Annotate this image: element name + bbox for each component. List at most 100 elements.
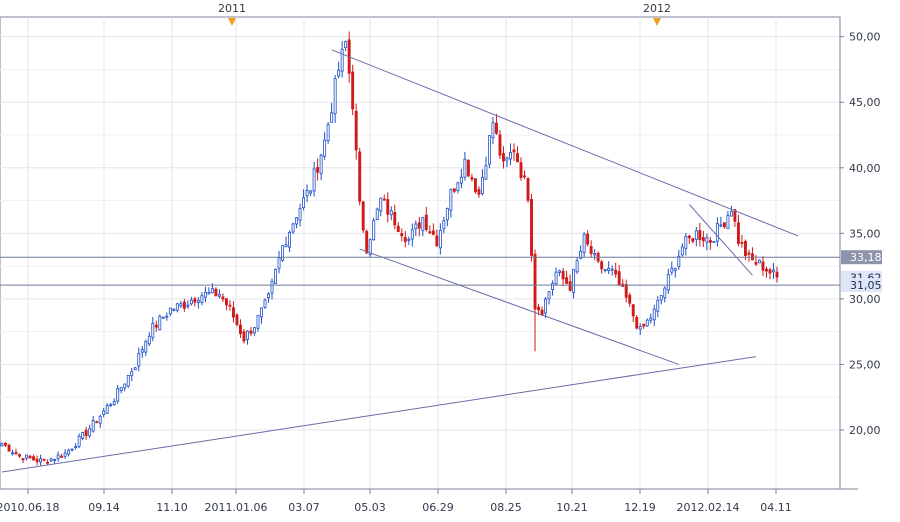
candle-body bbox=[217, 293, 221, 297]
candle-body bbox=[431, 230, 435, 235]
candle-body bbox=[610, 268, 614, 271]
candle-body bbox=[698, 230, 702, 240]
candle-body bbox=[221, 296, 225, 300]
candle-body bbox=[466, 159, 470, 177]
candle-body bbox=[445, 208, 449, 221]
candle-body bbox=[32, 456, 36, 461]
candle-body bbox=[680, 246, 684, 256]
price-tag bbox=[841, 250, 882, 265]
candle-body bbox=[281, 245, 284, 261]
candle-body bbox=[554, 271, 558, 285]
candles bbox=[0, 31, 779, 466]
candle-body bbox=[579, 250, 583, 259]
candle-body bbox=[316, 167, 320, 173]
candle-body bbox=[4, 442, 7, 446]
candle-body bbox=[722, 222, 726, 228]
candle-body bbox=[477, 189, 481, 195]
year-marker-icon bbox=[653, 18, 661, 26]
candle-body bbox=[88, 428, 92, 437]
candle-body bbox=[337, 69, 341, 77]
candle-body bbox=[302, 197, 306, 209]
candle-body bbox=[740, 241, 744, 244]
candle-body bbox=[438, 230, 442, 249]
candle-body bbox=[154, 324, 158, 328]
x-tick-label: 04.11 bbox=[760, 501, 792, 514]
plot-background bbox=[0, 16, 841, 490]
candle-body bbox=[768, 269, 772, 274]
candle-body bbox=[459, 176, 463, 184]
candle-body bbox=[14, 452, 18, 455]
candle-body bbox=[323, 139, 327, 157]
candle-body bbox=[165, 315, 169, 318]
candle-body bbox=[509, 152, 512, 160]
candle-body bbox=[607, 268, 611, 272]
candle-body bbox=[403, 237, 407, 242]
candle-body bbox=[701, 237, 705, 242]
y-axis: 20,00 25,00 30,00 35,00 40,00 45,00 50,00 bbox=[839, 17, 881, 489]
candle-body bbox=[666, 274, 670, 291]
candle-body bbox=[495, 122, 498, 134]
candle-body bbox=[344, 41, 348, 48]
candle-body bbox=[442, 220, 446, 230]
candle-body bbox=[628, 294, 632, 304]
candle-body bbox=[586, 233, 590, 245]
y-tick-label: 50,00 bbox=[849, 31, 881, 44]
candle-body bbox=[28, 455, 32, 459]
candle-body bbox=[379, 197, 383, 212]
candle-body bbox=[631, 304, 635, 317]
candle-body bbox=[565, 277, 569, 284]
candle-body bbox=[274, 269, 277, 284]
candle-body bbox=[312, 168, 316, 192]
candle-body bbox=[473, 178, 477, 193]
candle-body bbox=[112, 401, 116, 405]
candle-body bbox=[116, 388, 120, 402]
y-tick-label: 25,00 bbox=[849, 358, 881, 371]
candle-body bbox=[53, 458, 57, 461]
candle-body bbox=[505, 157, 509, 161]
candle-body bbox=[537, 306, 540, 311]
candle-body bbox=[126, 374, 130, 387]
candle-body bbox=[389, 210, 393, 216]
candle-body bbox=[396, 225, 400, 233]
x-tick-label: 03.07 bbox=[288, 501, 320, 514]
candle-body bbox=[544, 298, 548, 314]
candle-body bbox=[712, 241, 716, 243]
candle-body bbox=[694, 230, 698, 240]
candle-body bbox=[649, 317, 653, 321]
candle-body bbox=[691, 238, 695, 242]
candle-body bbox=[210, 288, 214, 294]
candle-body bbox=[288, 232, 292, 248]
candle-body bbox=[239, 324, 242, 334]
candle-body bbox=[589, 246, 593, 254]
candle-body bbox=[663, 287, 667, 298]
candle-body bbox=[140, 349, 144, 353]
candle-body bbox=[754, 261, 758, 265]
candle-body bbox=[530, 199, 533, 256]
candle-body bbox=[109, 404, 113, 407]
candle-body bbox=[582, 233, 586, 253]
candle-body bbox=[498, 134, 502, 156]
candle-body bbox=[214, 288, 218, 297]
candle-body bbox=[652, 308, 656, 321]
candle-body bbox=[196, 299, 200, 303]
candle-body bbox=[249, 330, 253, 334]
candle-body bbox=[267, 293, 270, 299]
candle-body bbox=[491, 122, 495, 139]
candle-body bbox=[256, 315, 260, 329]
candle-body bbox=[0, 442, 4, 447]
candle-body bbox=[102, 410, 106, 415]
candle-body bbox=[207, 292, 211, 295]
price-tag bbox=[841, 278, 882, 293]
candle-body bbox=[246, 330, 249, 340]
candle-body bbox=[684, 236, 688, 249]
candle-body bbox=[305, 190, 309, 197]
candle-body bbox=[284, 244, 288, 248]
candle-body bbox=[25, 454, 28, 459]
candle-body bbox=[375, 208, 379, 221]
candle-body bbox=[687, 235, 691, 239]
candle-body bbox=[428, 231, 432, 234]
candle-body bbox=[747, 252, 751, 255]
candle-body bbox=[523, 175, 526, 178]
candle-body bbox=[424, 214, 428, 230]
